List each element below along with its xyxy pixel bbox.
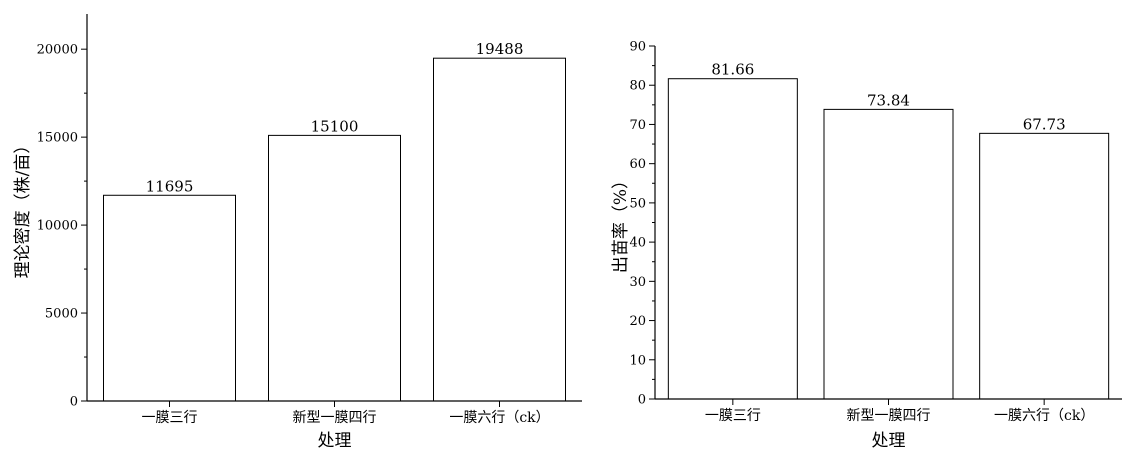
y-tick-label: 5000 bbox=[45, 307, 78, 322]
y-tick-label: 70 bbox=[629, 118, 646, 133]
bar bbox=[823, 108, 954, 400]
y-tick-label: 0 bbox=[638, 393, 646, 408]
y-tick-label: 10 bbox=[629, 353, 646, 368]
bar bbox=[979, 132, 1110, 400]
x-axis-title: 处理 bbox=[318, 431, 352, 451]
x-tick-label: 一膜六行（ck） bbox=[449, 410, 549, 426]
y-tick-label: 30 bbox=[629, 275, 646, 290]
bar bbox=[433, 57, 566, 402]
y-tick-label: 80 bbox=[629, 79, 646, 94]
y-tick-label: 40 bbox=[629, 236, 646, 251]
x-tick-label: 新型一膜四行 bbox=[293, 410, 377, 426]
x-tick-label: 新型一膜四行 bbox=[847, 408, 931, 424]
x-tick-label: 一膜三行 bbox=[142, 410, 198, 426]
x-tick-label: 一膜三行 bbox=[705, 408, 761, 424]
data-label: 19488 bbox=[476, 40, 524, 58]
y-tick-label: 60 bbox=[629, 157, 646, 172]
emergence-chart: 81.66 73.84 67.73 0 10 20 30 40 50 60 70 80 90 一膜三行 新型… bbox=[611, 40, 1122, 451]
y-tick-label: 50 bbox=[629, 196, 646, 211]
density-chart: 11695 15100 19488 0 5000 10000 15000 20000 一膜三行 新… bbox=[13, 14, 582, 451]
data-label: 73.84 bbox=[867, 91, 910, 109]
y-axis-title: 理论密度（株/亩） bbox=[13, 137, 33, 279]
data-label: 11695 bbox=[146, 177, 194, 195]
y-tick-label: 0 bbox=[70, 395, 78, 410]
y-tick-label: 20000 bbox=[37, 43, 78, 58]
y-tick-label: 90 bbox=[629, 40, 646, 55]
y-axis-title: 出苗率（%） bbox=[611, 172, 631, 273]
y-tick-label: 20 bbox=[629, 314, 646, 329]
data-label: 81.66 bbox=[711, 61, 754, 79]
y-tick-label: 15000 bbox=[37, 131, 78, 146]
x-axis-title: 处理 bbox=[872, 431, 906, 451]
x-tick-label: 一膜六行（ck） bbox=[994, 408, 1094, 424]
bar bbox=[667, 78, 798, 400]
bar bbox=[268, 134, 401, 402]
data-label: 15100 bbox=[311, 117, 359, 135]
y-tick-label: 10000 bbox=[37, 219, 78, 234]
data-label: 67.73 bbox=[1023, 115, 1066, 133]
bar bbox=[103, 194, 236, 402]
